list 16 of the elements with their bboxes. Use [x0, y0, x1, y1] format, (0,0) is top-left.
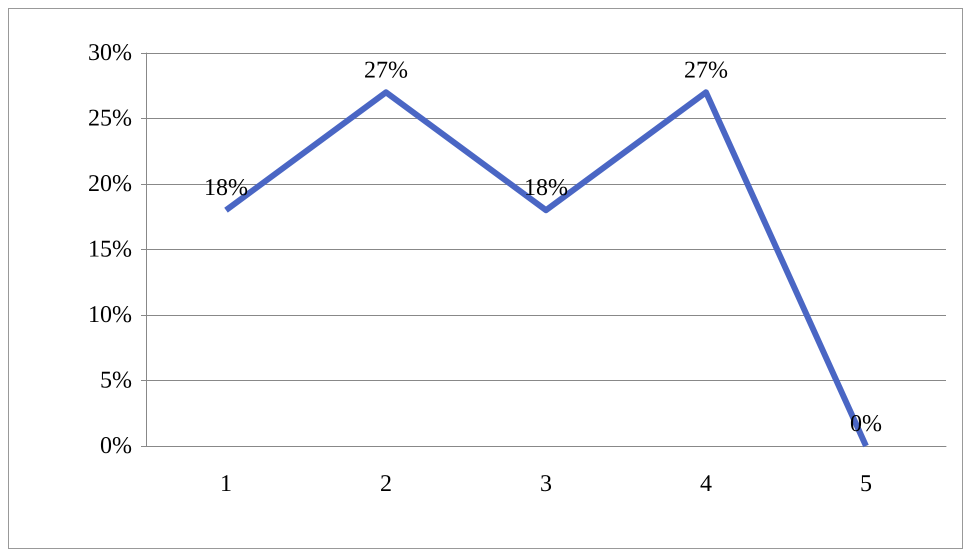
x-tick-label: 5 — [860, 471, 872, 497]
y-tick-label: 15% — [88, 236, 132, 262]
x-tick-label: 3 — [540, 471, 552, 497]
x-tick-label: 4 — [700, 471, 712, 497]
x-tick-label: 2 — [380, 471, 392, 497]
data-label: 27% — [684, 57, 728, 84]
y-tick-label: 0% — [100, 433, 132, 459]
y-tick-label: 25% — [88, 106, 132, 132]
y-tick-label: 20% — [88, 171, 132, 197]
y-tick-label: 10% — [88, 302, 132, 328]
data-label: 18% — [204, 175, 248, 202]
x-tick-label: 1 — [220, 471, 232, 497]
y-tick-label: 30% — [88, 40, 132, 66]
data-label: 18% — [524, 175, 568, 202]
data-label: 27% — [364, 57, 408, 84]
y-tick-label: 5% — [100, 368, 132, 394]
